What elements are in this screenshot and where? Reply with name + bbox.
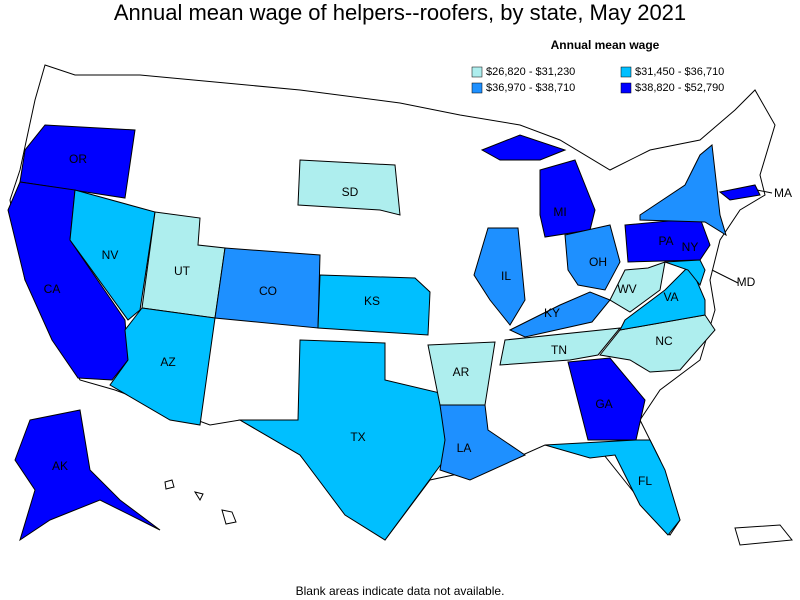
state xyxy=(544,439,681,536)
state-label: SD xyxy=(342,185,359,199)
state xyxy=(297,159,401,216)
legend-label: $36,970 - $38,710 xyxy=(486,82,575,94)
state-label: LA xyxy=(457,441,472,455)
state-label: AR xyxy=(453,365,470,379)
state-label: TX xyxy=(350,430,365,444)
state xyxy=(718,184,761,201)
state-label: AZ xyxy=(160,355,175,369)
state-label: IL xyxy=(501,269,511,283)
state xyxy=(619,264,706,331)
state-label: NV xyxy=(102,248,119,262)
state-label: KS xyxy=(364,294,380,308)
state-label: TN xyxy=(551,343,567,357)
state-label: MI xyxy=(553,205,566,219)
state-label: AK xyxy=(52,459,68,473)
state xyxy=(664,259,706,287)
state xyxy=(567,357,646,441)
state-label: CO xyxy=(259,284,277,298)
note: Blank areas indicate data not available. xyxy=(296,584,505,598)
state-label: NY xyxy=(682,240,699,254)
state-label: OR xyxy=(69,152,87,166)
state xyxy=(238,339,449,541)
title: Annual mean wage of helpers--roofers, by… xyxy=(114,0,686,25)
state xyxy=(317,274,431,336)
state-label: KY xyxy=(544,306,560,320)
legend-swatch xyxy=(620,66,632,78)
state-label: GA xyxy=(595,397,612,411)
state-label: FL xyxy=(638,474,652,488)
state-label: WV xyxy=(617,282,636,296)
legend-swatch xyxy=(471,82,483,94)
state-label: PA xyxy=(658,234,673,248)
state xyxy=(439,404,527,481)
blank-islands xyxy=(164,479,793,546)
legend-swatch xyxy=(620,82,632,94)
state xyxy=(109,307,216,426)
state-label: UT xyxy=(174,264,191,278)
state xyxy=(499,327,622,366)
state xyxy=(69,189,156,321)
state xyxy=(473,227,526,326)
state-label: CA xyxy=(44,282,61,296)
state xyxy=(14,409,161,542)
state-label: MD xyxy=(737,275,756,289)
state xyxy=(639,144,727,237)
legend-swatch xyxy=(471,66,483,78)
legend-label: $31,450 - $36,710 xyxy=(635,66,724,78)
legend-label: $26,820 - $31,230 xyxy=(486,66,575,78)
ma-leader xyxy=(756,189,773,194)
state-label: MA xyxy=(774,186,792,200)
md-leader xyxy=(711,269,739,284)
legend-title: Annual mean wage xyxy=(551,38,660,52)
legend-label: $38,820 - $52,790 xyxy=(635,82,724,94)
state-label: VA xyxy=(663,290,678,304)
state-label: NC xyxy=(655,334,673,348)
state-label: OH xyxy=(589,255,607,269)
state xyxy=(564,224,621,291)
